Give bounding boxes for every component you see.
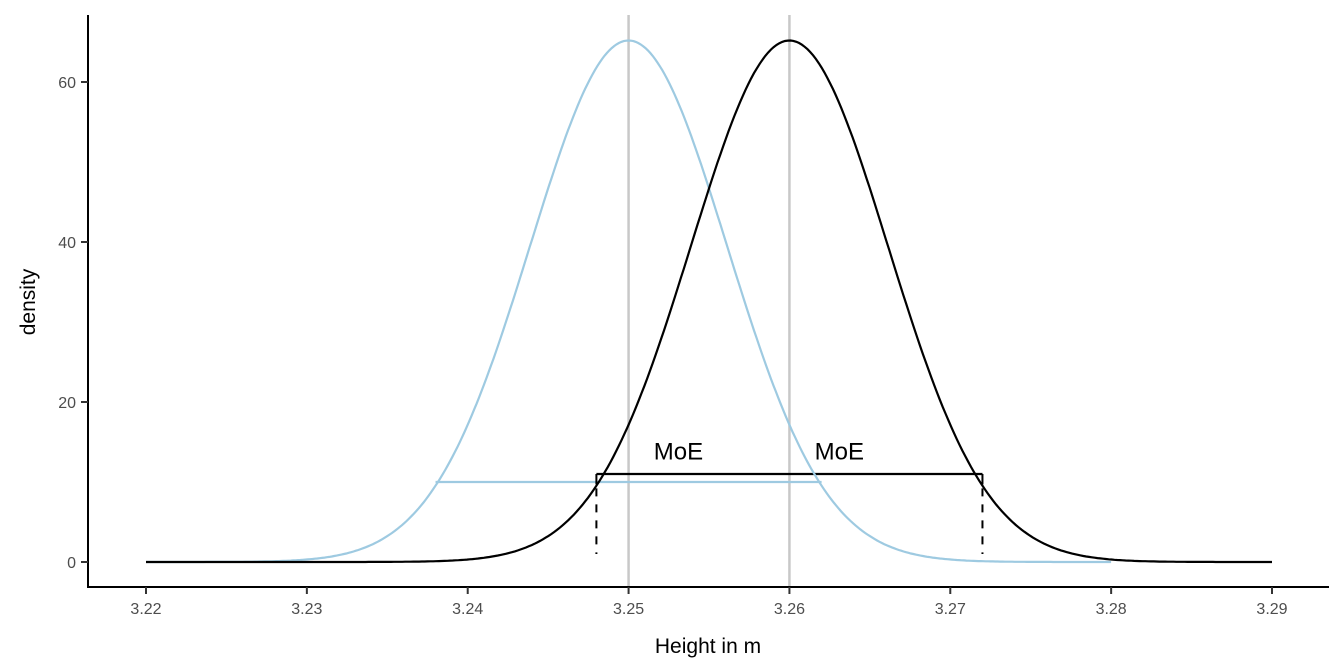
x-tick-label-3: 3.25: [613, 601, 644, 618]
y-axis-label: density: [17, 268, 40, 335]
x-tick-label-7: 3.29: [1256, 601, 1287, 618]
y-tick-label-1: 20: [58, 395, 76, 412]
y-tick-label-3: 60: [58, 75, 76, 92]
x-axis-label: Height in m: [655, 635, 761, 658]
density-curve-0: [146, 39, 1112, 564]
y-tick-label-0: 0: [67, 555, 76, 572]
moe-label-1: MoE: [815, 439, 864, 466]
x-tick-label-0: 3.22: [130, 601, 161, 618]
density-curve-1: [146, 39, 1272, 564]
x-tick-label-1: 3.23: [291, 601, 322, 618]
moe-label-0: MoE: [654, 439, 703, 466]
x-tick-label-6: 3.28: [1096, 601, 1127, 618]
y-tick-label-2: 40: [58, 235, 76, 252]
x-tick-label-5: 3.27: [935, 601, 966, 618]
x-tick-label-2: 3.24: [452, 601, 483, 618]
x-tick-label-4: 3.26: [774, 601, 805, 618]
